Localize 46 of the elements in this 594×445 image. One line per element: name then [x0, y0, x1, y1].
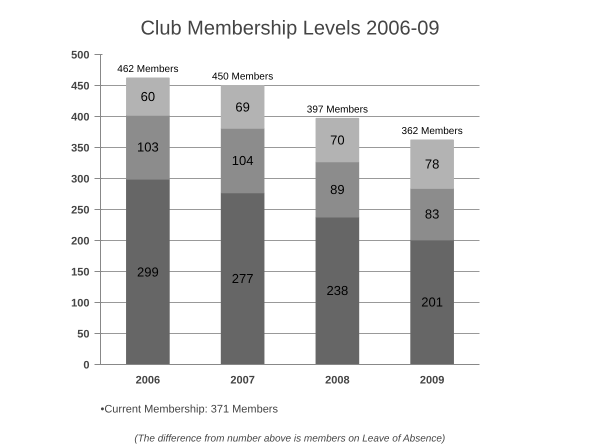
- data-label: 299: [137, 264, 159, 280]
- bar: [316, 161, 360, 218]
- data-label: 89: [330, 182, 345, 197]
- data-label: 201: [421, 294, 443, 310]
- bar: [126, 178, 170, 364]
- total-label: 450 Members: [212, 72, 274, 82]
- y-tick-label: 100: [71, 298, 90, 310]
- y-tick-label: 450: [71, 80, 90, 92]
- data-label: 78: [424, 156, 440, 172]
- y-tick-label: 300: [71, 174, 90, 186]
- bar: [316, 216, 360, 364]
- y-tick-label: 350: [71, 142, 90, 154]
- data-label: 69: [235, 99, 250, 114]
- data-label: 70: [330, 132, 345, 148]
- data-label: 104: [232, 153, 254, 168]
- x-tick-label: 2006: [136, 374, 160, 386]
- y-tick-label: 150: [71, 266, 90, 278]
- y-tick-label: 200: [71, 236, 90, 248]
- bar: [410, 140, 454, 189]
- bar: [126, 78, 170, 116]
- bar: [126, 114, 170, 180]
- total-label: 462 Members: [117, 64, 178, 76]
- y-tick-label: 400: [71, 112, 90, 124]
- text: (The difference from number above is members on Leave of Absence): [134, 434, 446, 444]
- y-tick-label: 0: [83, 360, 90, 372]
- chart-title: Club Membership Levels 2006-09: [140, 18, 440, 40]
- total-label: 362 Members: [402, 126, 463, 138]
- y-tick-label: 50: [77, 328, 90, 340]
- data-label: 277: [232, 271, 254, 286]
- x-tick-label: 2008: [325, 374, 350, 386]
- data-label: 238: [326, 283, 348, 298]
- bar: [410, 188, 454, 240]
- bar: [220, 192, 264, 364]
- text: •Current Membership: 371 Members: [100, 404, 278, 416]
- bar: [220, 128, 264, 194]
- bar: [316, 118, 360, 162]
- y-tick-label: 500: [71, 50, 90, 62]
- bar: [410, 239, 454, 364]
- x-tick-label: 2009: [420, 374, 444, 386]
- total-label: 397 Members: [306, 104, 368, 116]
- bar: [220, 85, 264, 129]
- data-label: 83: [424, 206, 440, 222]
- y-tick-label: 250: [71, 204, 90, 216]
- data-label: 103: [137, 140, 159, 155]
- x-tick-label: 2007: [230, 374, 255, 386]
- data-label: 60: [140, 89, 156, 104]
